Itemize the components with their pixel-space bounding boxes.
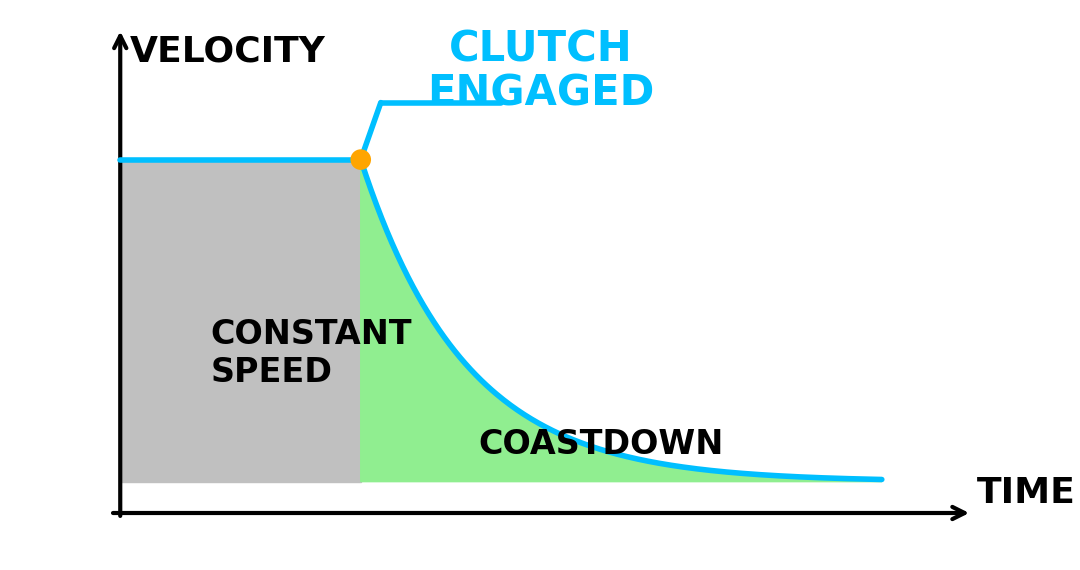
Text: VELOCITY: VELOCITY — [131, 34, 326, 68]
Text: CLUTCH
ENGAGED: CLUTCH ENGAGED — [428, 28, 654, 114]
Text: TIME: TIME — [977, 476, 1076, 510]
Text: COASTDOWN: COASTDOWN — [478, 428, 724, 461]
Polygon shape — [120, 160, 361, 482]
Text: CONSTANT
SPEED: CONSTANT SPEED — [211, 318, 411, 389]
Polygon shape — [361, 160, 881, 482]
Point — [352, 155, 369, 164]
